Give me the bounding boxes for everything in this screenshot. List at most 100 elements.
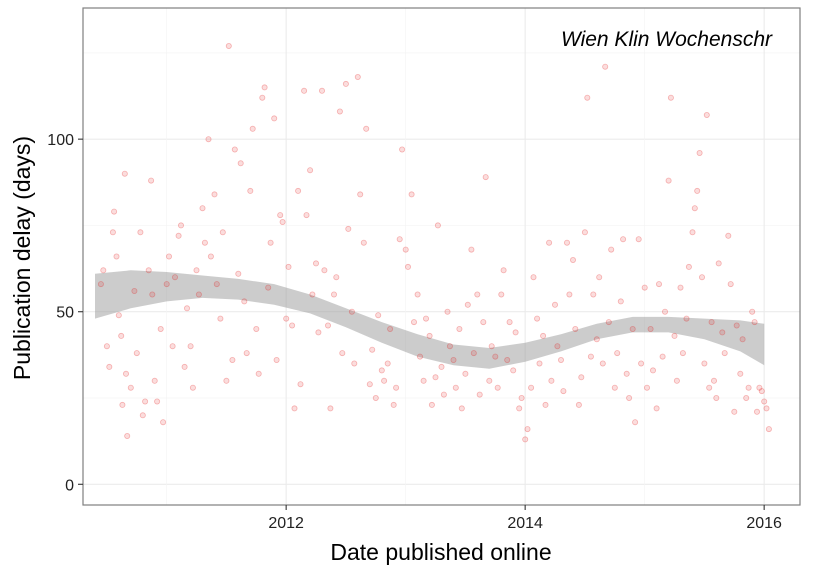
data-point — [602, 63, 609, 70]
data-point — [297, 381, 304, 388]
data-point — [139, 412, 146, 419]
data-point — [739, 336, 746, 343]
data-point — [410, 319, 417, 326]
data-point — [109, 229, 116, 236]
data-point — [336, 108, 343, 115]
data-point — [97, 281, 104, 288]
data-point — [187, 343, 194, 350]
data-point — [243, 350, 250, 357]
x-tick-label: 2014 — [507, 515, 543, 532]
data-point — [679, 350, 686, 357]
data-point — [694, 187, 701, 194]
data-points — [97, 43, 772, 443]
data-point — [685, 263, 692, 270]
data-point — [620, 236, 627, 243]
data-point — [566, 291, 573, 298]
data-point — [366, 381, 373, 388]
data-point — [699, 274, 706, 281]
data-point — [665, 177, 672, 184]
data-point — [754, 408, 761, 415]
data-point — [237, 160, 244, 167]
data-point — [399, 146, 406, 153]
data-point — [381, 377, 388, 384]
data-point — [177, 222, 184, 229]
data-point — [113, 253, 120, 260]
data-point — [434, 222, 441, 229]
data-point — [339, 350, 346, 357]
data-point — [446, 343, 453, 350]
data-point — [354, 74, 361, 81]
data-point — [593, 336, 600, 343]
data-point — [528, 384, 535, 391]
data-point — [157, 325, 164, 332]
data-point — [225, 43, 232, 50]
data-point — [608, 246, 615, 253]
data-point — [546, 239, 553, 246]
data-point — [357, 191, 364, 198]
data-point — [733, 322, 740, 329]
data-point — [247, 187, 254, 194]
y-axis-title: Publication delay (days) — [9, 136, 35, 380]
data-point — [706, 384, 713, 391]
data-point — [590, 291, 597, 298]
data-point — [581, 229, 588, 236]
data-point — [596, 274, 603, 281]
data-point — [617, 298, 624, 305]
data-point — [165, 253, 172, 260]
data-point — [291, 405, 298, 412]
data-point — [677, 284, 684, 291]
y-tick-label: 50 — [56, 305, 74, 322]
data-point — [402, 246, 409, 253]
data-point — [468, 246, 475, 253]
data-point — [137, 229, 144, 236]
data-point — [193, 267, 200, 274]
chart-annotation: Wien Klin Wochenschr — [561, 28, 773, 51]
data-point — [765, 426, 772, 433]
data-point — [683, 315, 690, 322]
data-point — [498, 291, 505, 298]
data-point — [711, 377, 718, 384]
grid-lines — [83, 8, 800, 505]
data-point — [653, 405, 660, 412]
data-point — [118, 332, 125, 339]
data-point — [103, 343, 110, 350]
data-point — [223, 377, 230, 384]
data-point — [605, 319, 612, 326]
data-point — [623, 370, 630, 377]
data-point — [542, 401, 549, 408]
data-point — [121, 170, 128, 177]
data-point — [199, 205, 206, 212]
data-point — [482, 174, 489, 181]
data-point — [440, 391, 447, 398]
data-point — [656, 281, 663, 288]
data-point — [494, 384, 501, 391]
data-point — [217, 315, 224, 322]
data-point — [142, 398, 149, 405]
data-point — [307, 167, 314, 174]
data-point — [564, 239, 571, 246]
data-point — [315, 329, 322, 336]
data-point — [737, 370, 744, 377]
data-point — [650, 367, 657, 374]
x-tick-label: 2016 — [746, 515, 782, 532]
data-point — [420, 377, 427, 384]
data-point — [303, 212, 310, 219]
data-point — [662, 308, 669, 315]
data-point — [422, 315, 429, 322]
data-point — [708, 319, 715, 326]
data-point — [456, 325, 463, 332]
data-point — [390, 401, 397, 408]
data-point — [510, 367, 517, 374]
data-point — [492, 353, 499, 360]
data-point — [476, 391, 483, 398]
data-point — [587, 353, 594, 360]
data-point — [181, 363, 188, 370]
data-point — [309, 291, 316, 298]
data-point — [207, 253, 214, 260]
data-point — [148, 177, 155, 184]
data-point — [626, 394, 633, 401]
data-point — [416, 353, 423, 360]
data-point — [231, 146, 238, 153]
data-point — [404, 263, 411, 270]
data-point — [277, 212, 284, 219]
